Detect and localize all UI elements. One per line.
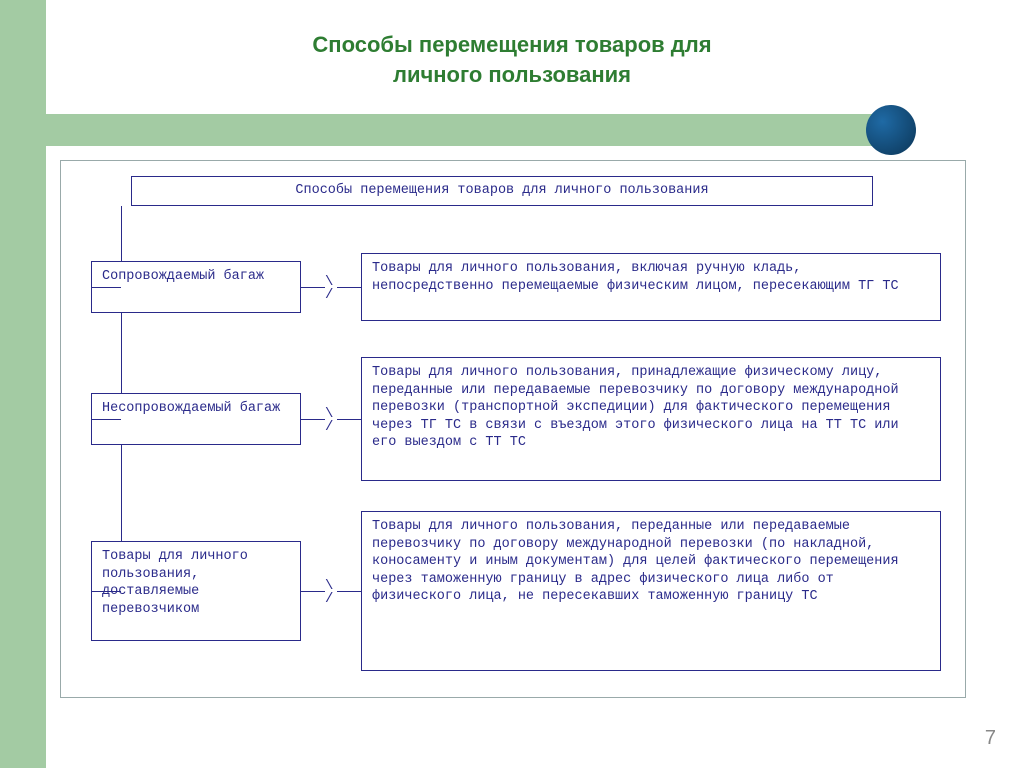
row1-conn-a [301, 287, 325, 288]
row2-brace-icon: \ / [325, 408, 333, 433]
row3-conn-a [301, 591, 325, 592]
row2-left-box: Несопровождаемый багаж [91, 393, 301, 445]
page-title: Способы перемещения товаров для личного … [0, 30, 1024, 89]
row1-right-box: Товары для личного пользования, включая … [361, 253, 941, 321]
row3-right-box: Товары для личного пользования, переданн… [361, 511, 941, 671]
diagram-frame: Способы перемещения товаров для личного … [60, 160, 966, 698]
page-number: 7 [985, 727, 996, 750]
header-stripe [46, 114, 886, 146]
row1-conn-b [337, 287, 361, 288]
diagram-top-box: Способы перемещения товаров для личного … [131, 176, 873, 206]
row1-brace-icon: \ / [325, 276, 333, 301]
row2-left-text: Несопровождаемый багаж [102, 401, 280, 416]
row2-conn-b [337, 419, 361, 420]
row3-brace-icon: \ / [325, 580, 333, 605]
row3-right-text: Товары для личного пользования, переданн… [372, 519, 899, 604]
row2-right-text: Товары для личного пользования, принадле… [372, 365, 899, 450]
header-disc-icon [866, 105, 916, 155]
title-line-1: Способы перемещения товаров для [312, 32, 711, 57]
row3-conn-b [337, 591, 361, 592]
trunk-to-row1 [91, 287, 121, 288]
trunk-to-row2 [91, 419, 121, 420]
row1-right-text: Товары для личного пользования, включая … [372, 261, 899, 294]
row2-conn-a [301, 419, 325, 420]
diagram-top-text: Способы перемещения товаров для личного … [295, 183, 708, 198]
row3-left-text: Товары для личного пользования, доставля… [102, 549, 248, 617]
trunk-to-row3 [91, 591, 121, 592]
title-line-2: личного пользования [393, 62, 631, 87]
left-green-bar [0, 0, 46, 768]
row1-left-box: Сопровождаемый багаж [91, 261, 301, 313]
row1-left-text: Сопровождаемый багаж [102, 269, 264, 284]
row2-right-box: Товары для личного пользования, принадле… [361, 357, 941, 481]
row3-left-box: Товары для личного пользования, доставля… [91, 541, 301, 641]
